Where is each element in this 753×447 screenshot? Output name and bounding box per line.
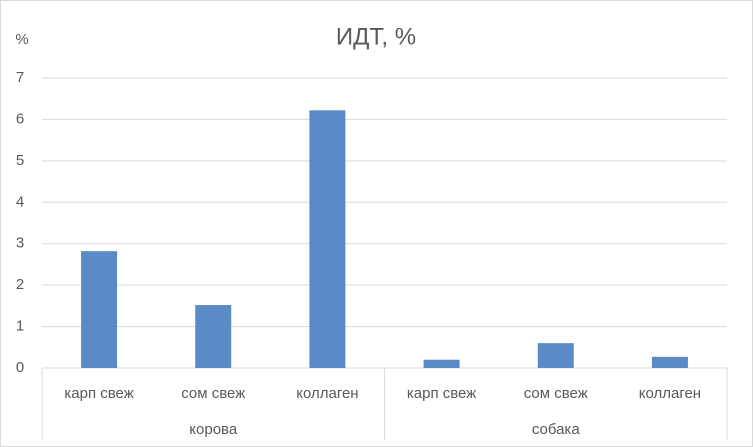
y-tick-label: 6: [16, 110, 24, 127]
group-label: собака: [532, 421, 580, 438]
bar: [651, 356, 688, 368]
x-tick-label: коллаген: [296, 385, 358, 402]
x-tick-label: коллаген: [639, 385, 701, 402]
chart-title: ИДТ, %: [336, 23, 416, 50]
y-tick-label: 2: [16, 276, 24, 293]
x-tick-label: сом свеж: [524, 385, 588, 402]
y-tick-label: 4: [16, 193, 24, 210]
y-tick-label: 1: [16, 318, 24, 335]
y-tick-label: 0: [16, 359, 24, 376]
x-tick-label: карп свеж: [64, 385, 133, 402]
y-axis-label: %: [15, 31, 28, 48]
y-tick-label: 5: [16, 152, 24, 169]
y-tick-label: 3: [16, 235, 24, 252]
y-tick-label: 7: [16, 69, 24, 86]
bar: [309, 110, 346, 369]
group-label: корова: [189, 421, 238, 438]
x-tick-label: сом свеж: [181, 385, 245, 402]
bar: [195, 305, 232, 368]
bar: [81, 251, 118, 368]
bar: [423, 359, 460, 368]
x-tick-label: карп свеж: [407, 385, 476, 402]
bar: [537, 343, 574, 368]
